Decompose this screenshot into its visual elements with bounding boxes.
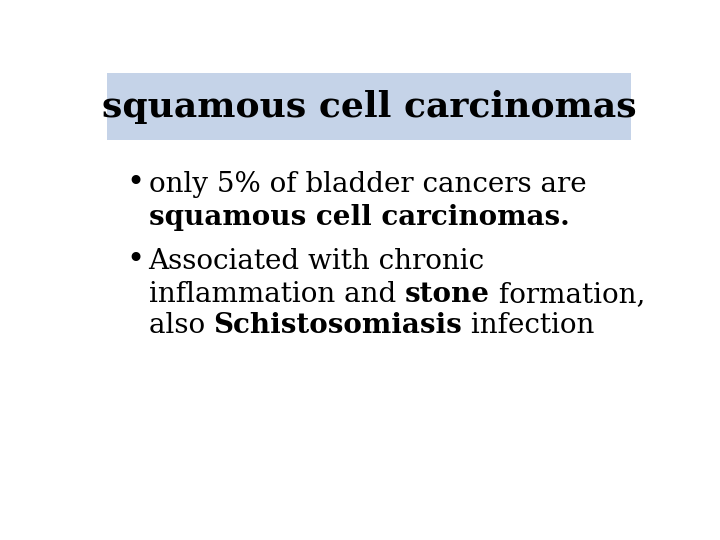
Text: formation,: formation, xyxy=(490,281,645,308)
Text: infection: infection xyxy=(462,312,595,339)
Text: Associated with chronic: Associated with chronic xyxy=(148,247,485,274)
Text: inflammation and: inflammation and xyxy=(148,281,405,308)
Text: •: • xyxy=(126,167,145,199)
Text: stone: stone xyxy=(405,281,490,308)
Text: also: also xyxy=(148,312,214,339)
Text: Schistosomiasis: Schistosomiasis xyxy=(214,312,462,339)
Text: squamous cell carcinomas: squamous cell carcinomas xyxy=(102,90,636,124)
FancyBboxPatch shape xyxy=(107,73,631,140)
Text: •: • xyxy=(126,245,145,275)
Text: only 5% of bladder cancers are: only 5% of bladder cancers are xyxy=(148,171,586,198)
Text: squamous cell carcinomas.: squamous cell carcinomas. xyxy=(148,204,570,231)
